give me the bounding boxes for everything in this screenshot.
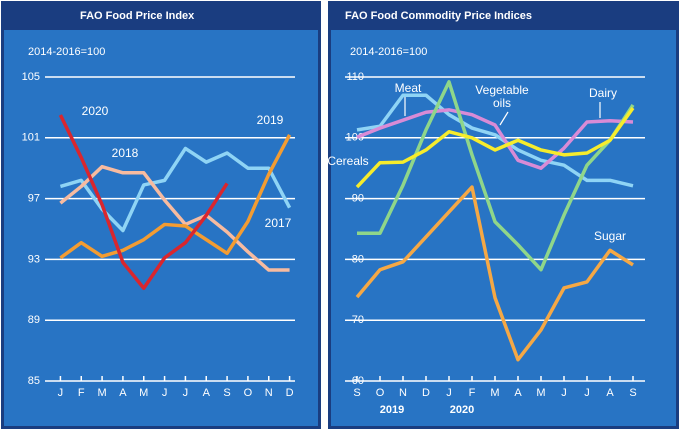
x-tick-label: A — [119, 387, 127, 399]
subtitle: 2014-2016=100 — [28, 46, 105, 58]
year-label: 2019 — [380, 404, 404, 416]
y-tick-label: 89 — [28, 314, 40, 326]
year-label: 2020 — [450, 404, 474, 416]
series-label: 2019 — [256, 113, 284, 127]
series-line — [58, 114, 229, 291]
x-tick-label: J — [183, 387, 189, 399]
y-tick-label: 101 — [22, 132, 40, 144]
series-label: Meat — [394, 81, 422, 95]
series-line — [357, 80, 635, 272]
subtitle: 2014-2016=100 — [350, 46, 427, 58]
y-tick-label: 105 — [22, 71, 40, 83]
x-tick-label: J — [58, 387, 64, 399]
x-tick-label: M — [97, 387, 106, 399]
chart-title: FAO Food Price Index — [80, 10, 195, 22]
x-tick-label: M — [490, 387, 499, 399]
chart-title: FAO Food Commodity Price Indices — [345, 10, 532, 22]
series-line — [355, 185, 634, 362]
x-tick-label: D — [286, 387, 294, 399]
x-tick-label: M — [139, 387, 148, 399]
x-tick-label: F — [78, 387, 85, 399]
x-tick-label: A — [514, 387, 522, 399]
series-line — [59, 146, 292, 233]
series-line — [356, 108, 634, 170]
y-tick-label: 97 — [28, 193, 40, 205]
x-tick-label: J — [162, 387, 168, 399]
x-tick-label: M — [536, 387, 545, 399]
series-line — [356, 93, 634, 188]
series-line — [355, 106, 635, 189]
x-tick-label: N — [265, 387, 273, 399]
y-tick-label: 93 — [28, 253, 40, 265]
series-label: Vegetable oils — [475, 83, 529, 110]
x-tick-label: D — [422, 387, 430, 399]
series-line — [59, 133, 292, 260]
x-tick-label: S — [353, 387, 360, 399]
series-line — [59, 164, 290, 272]
x-tick-label: N — [399, 387, 407, 399]
x-tick-label: O — [376, 387, 385, 399]
y-tick-label: 85 — [28, 375, 40, 387]
x-tick-label: J — [561, 387, 567, 399]
series-label: 2017 — [264, 216, 292, 230]
series-label: 2018 — [111, 146, 139, 160]
x-tick-label: J — [446, 387, 452, 399]
series-label: Dairy — [588, 86, 617, 100]
series-label: Cereals — [327, 154, 369, 168]
x-tick-label: S — [223, 387, 230, 399]
x-tick-label: S — [629, 387, 636, 399]
x-tick-label: A — [203, 387, 211, 399]
x-tick-label: A — [606, 387, 614, 399]
x-tick-label: F — [469, 387, 476, 399]
series-label: Sugar — [593, 229, 627, 243]
x-tick-label: O — [244, 387, 253, 399]
label-arrow — [499, 111, 509, 126]
series-label: 2020 — [81, 104, 109, 118]
x-tick-label: J — [584, 387, 590, 399]
